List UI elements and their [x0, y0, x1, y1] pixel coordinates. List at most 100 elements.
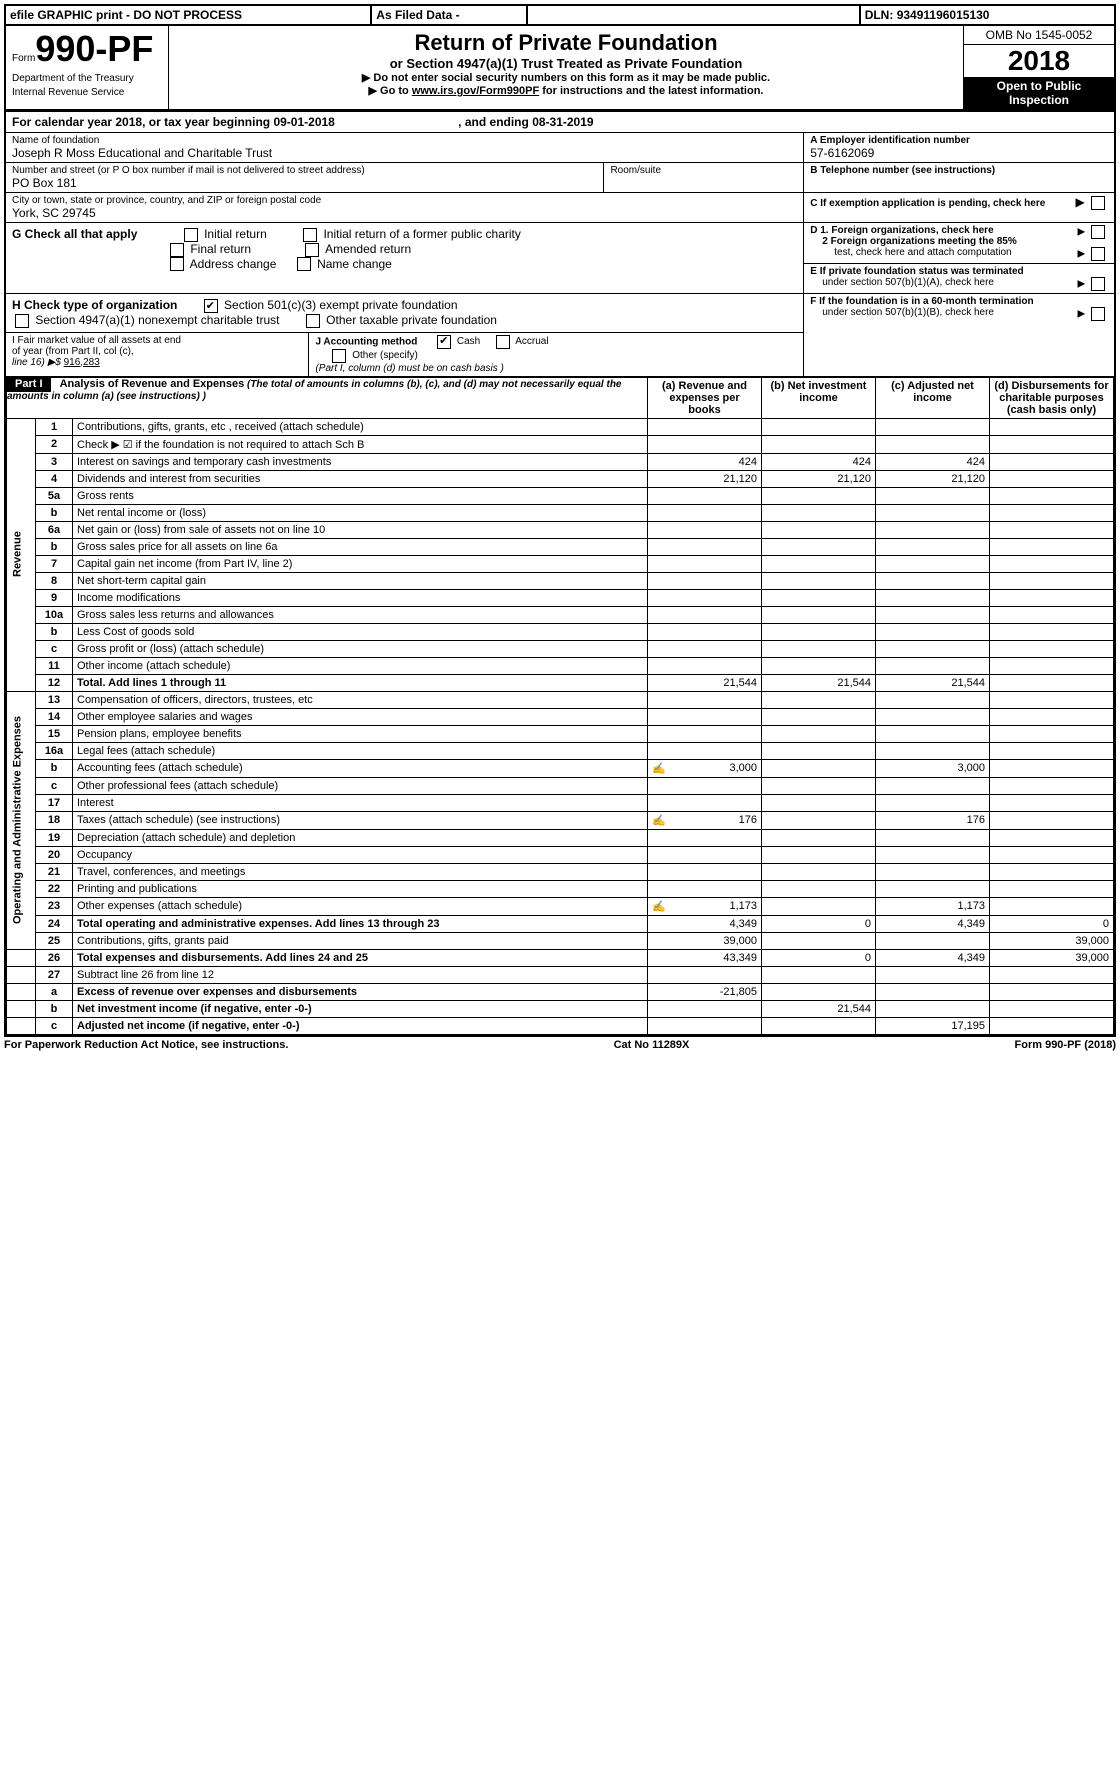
cell-c — [876, 777, 990, 794]
line-desc: Check ▶ ☑ if the foundation is not requi… — [73, 435, 648, 453]
cell-d — [990, 657, 1114, 674]
line-desc: Dividends and interest from securities — [73, 470, 648, 487]
line-desc: Pension plans, employee benefits — [73, 725, 648, 742]
e1: E If private foundation status was termi… — [810, 266, 1023, 277]
cell-b — [762, 742, 876, 759]
table-row: 22Printing and publications — [7, 880, 1114, 897]
cell-b: 424 — [762, 453, 876, 470]
cell-c: 1,173 — [876, 897, 990, 915]
table-row: 23Other expenses (attach schedule)✍1,173… — [7, 897, 1114, 915]
table-row: 26Total expenses and disbursements. Add … — [7, 949, 1114, 966]
g-final[interactable] — [170, 243, 184, 257]
cell-b — [762, 759, 876, 777]
room-label: Room/suite — [610, 165, 797, 176]
dept: Department of the Treasury — [12, 73, 134, 84]
line-number: 11 — [36, 657, 73, 674]
g-initial-former[interactable] — [303, 228, 317, 242]
cell-d — [990, 880, 1114, 897]
line-number: 8 — [36, 572, 73, 589]
tax-year: 2018 — [964, 45, 1114, 77]
table-row: 9Income modifications — [7, 589, 1114, 606]
part1-grid: Part I Analysis of Revenue and Expenses … — [6, 377, 1114, 1035]
footer-left: For Paperwork Reduction Act Notice, see … — [4, 1039, 288, 1051]
h-501c3[interactable] — [204, 299, 218, 313]
g-name[interactable] — [297, 257, 311, 271]
cell-d — [990, 1000, 1114, 1017]
h-4947[interactable] — [15, 314, 29, 328]
cell-b — [762, 725, 876, 742]
cell-a — [648, 589, 762, 606]
line-number: 7 — [36, 555, 73, 572]
line-desc: Gross sales less returns and allowances — [73, 606, 648, 623]
cell-a — [648, 777, 762, 794]
form-prefix: Form — [12, 53, 35, 64]
cell-b: 21,544 — [762, 1000, 876, 1017]
cell-b — [762, 504, 876, 521]
cell-d — [990, 623, 1114, 640]
cell-b: 0 — [762, 915, 876, 932]
cell-b — [762, 606, 876, 623]
cell-a — [648, 623, 762, 640]
g-initial[interactable] — [184, 228, 198, 242]
cell-b — [762, 880, 876, 897]
cell-b — [762, 846, 876, 863]
attachment-icon: ✍ — [652, 814, 666, 827]
j-cash[interactable] — [437, 335, 451, 349]
instr2-link[interactable]: www.irs.gov/Form990PF — [412, 85, 539, 97]
e-check[interactable] — [1091, 277, 1105, 291]
c-checkbox[interactable] — [1091, 196, 1105, 210]
line-desc: Other expenses (attach schedule) — [73, 897, 648, 915]
f-check[interactable] — [1091, 307, 1105, 321]
cell-b — [762, 657, 876, 674]
j-accrual[interactable] — [496, 335, 510, 349]
attachment-icon: ✍ — [652, 762, 666, 775]
form-title: Return of Private Foundation — [173, 30, 959, 56]
cell-c — [876, 521, 990, 538]
line-desc: Interest — [73, 794, 648, 811]
cell-a — [648, 504, 762, 521]
cell-d — [990, 538, 1114, 555]
table-row: bLess Cost of goods sold — [7, 623, 1114, 640]
cell-c — [876, 708, 990, 725]
cell-b — [762, 777, 876, 794]
cell-d — [990, 777, 1114, 794]
dln-value: 93491196015130 — [897, 8, 990, 22]
line-desc: Other income (attach schedule) — [73, 657, 648, 674]
city: York, SC 29745 — [12, 206, 797, 220]
g-address[interactable] — [170, 257, 184, 271]
f1: F If the foundation is in a 60-month ter… — [810, 296, 1033, 307]
line-number: 20 — [36, 846, 73, 863]
g-label: G Check all that apply — [12, 227, 137, 241]
cell-c — [876, 555, 990, 572]
cell-b — [762, 966, 876, 983]
cell-c — [876, 640, 990, 657]
cell-a — [648, 538, 762, 555]
cell-a: 21,120 — [648, 470, 762, 487]
cell-c — [876, 794, 990, 811]
table-row: 16aLegal fees (attach schedule) — [7, 742, 1114, 759]
ein-label: A Employer identification number — [810, 135, 1108, 146]
g-amended[interactable] — [305, 243, 319, 257]
h-other-tax[interactable] — [306, 314, 320, 328]
j-other[interactable] — [332, 349, 346, 363]
line-desc: Less Cost of goods sold — [73, 623, 648, 640]
cell-b — [762, 418, 876, 435]
cell-c — [876, 572, 990, 589]
cell-b: 21,544 — [762, 674, 876, 691]
cell-b — [762, 538, 876, 555]
cell-d — [990, 725, 1114, 742]
cell-d — [990, 470, 1114, 487]
d1-check[interactable] — [1091, 225, 1105, 239]
street: PO Box 181 — [12, 176, 597, 190]
line-desc: Travel, conferences, and meetings — [73, 863, 648, 880]
cell-c — [876, 880, 990, 897]
table-row: 5aGross rents — [7, 487, 1114, 504]
d2-check[interactable] — [1091, 247, 1105, 261]
cell-a — [648, 794, 762, 811]
cell-a — [648, 521, 762, 538]
cell-c — [876, 623, 990, 640]
line-number: 17 — [36, 794, 73, 811]
cell-d: 39,000 — [990, 932, 1114, 949]
cell-d — [990, 453, 1114, 470]
col-a: (a) Revenue and expenses per books — [648, 377, 762, 418]
